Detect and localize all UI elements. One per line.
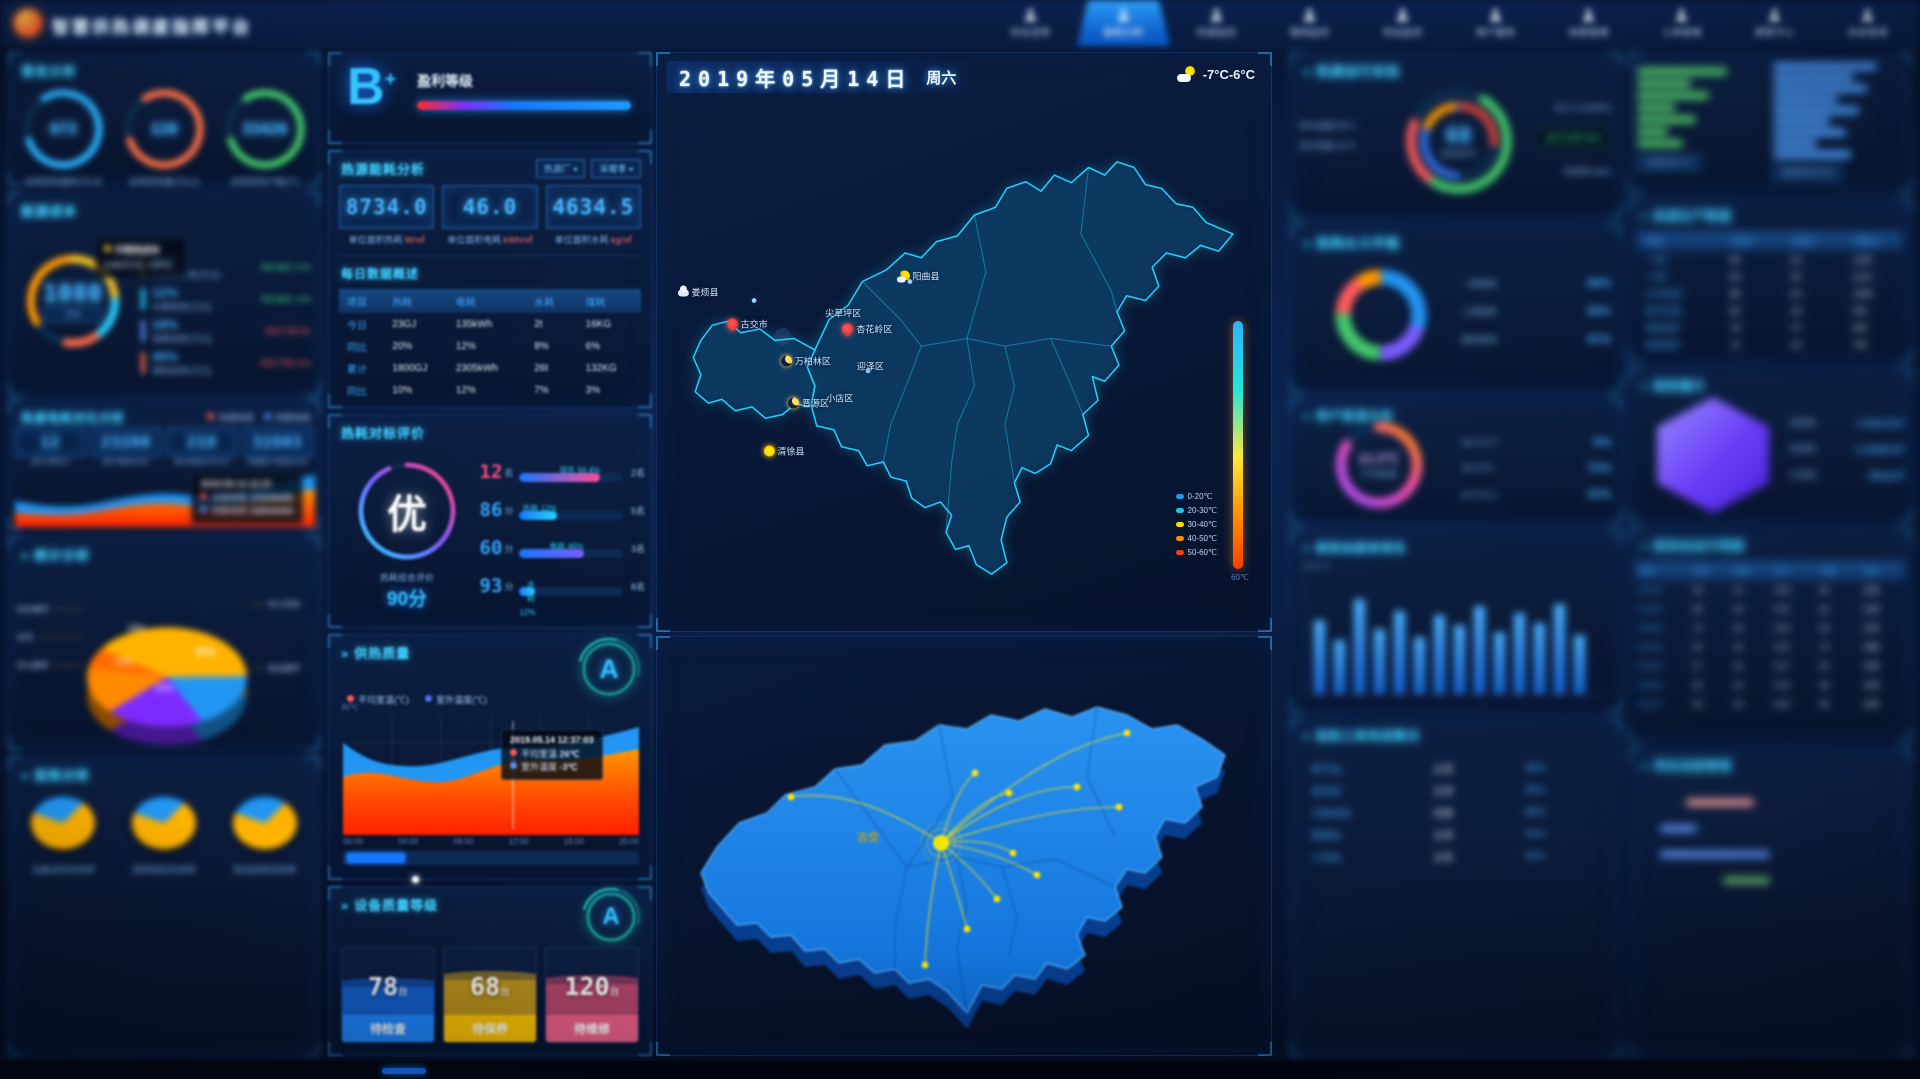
panel-source-table: » 热源生产数据 热源 供温℃ 回温℃ 流量t/h 一电厂 85 52 1260 二电厂 82 5… bbox=[1628, 198, 1912, 362]
bar bbox=[1637, 128, 1668, 135]
map-marker[interactable]: 尖草坪区 bbox=[825, 307, 861, 320]
gantt-bar[interactable] bbox=[1659, 824, 1697, 832]
weather-marker-icon bbox=[724, 315, 740, 332]
bar bbox=[1637, 116, 1696, 123]
district-label: 晋源区 bbox=[801, 398, 829, 409]
table-row: 嘉节热源 80 49 960 bbox=[1645, 305, 1868, 317]
panel-title: » 热源生产数据 bbox=[1641, 209, 1732, 223]
gantt-row bbox=[1639, 867, 1901, 893]
weather-marker-icon bbox=[763, 445, 775, 457]
gantt-bar[interactable] bbox=[1722, 876, 1770, 884]
table-row: HS-06 65 44 0.54 80 正常 bbox=[1639, 681, 1880, 690]
cube-row: 电单耗 2.1kWh/㎡ bbox=[1789, 443, 1903, 456]
map-marker[interactable]: 杏花岭区 bbox=[840, 321, 893, 337]
table-row: HS-04 64 43 0.52 78 告警 bbox=[1639, 643, 1880, 652]
bar-list-label: 热耗排名(GJ) bbox=[1637, 154, 1701, 171]
bar bbox=[1637, 92, 1709, 99]
bar bbox=[1773, 96, 1838, 103]
gantt-row bbox=[1639, 815, 1901, 841]
map-marker[interactable]: 万柏林区 bbox=[780, 354, 831, 367]
weather-marker-icon bbox=[677, 285, 689, 297]
table-header-cell: 站名 bbox=[1639, 566, 1655, 576]
map-marker[interactable]: 娄烦县 bbox=[677, 285, 718, 298]
district-label: 迎泽区 bbox=[856, 361, 884, 372]
cube-row: 水单耗 18kg/㎡ bbox=[1789, 469, 1903, 482]
table-row: HS-02 66 44 0.55 82 正常 bbox=[1639, 605, 1880, 614]
map-marker[interactable]: 迎泽区 bbox=[857, 360, 884, 373]
map-marker[interactable]: 古交市 bbox=[724, 315, 768, 332]
weather-marker-icon bbox=[780, 355, 792, 367]
map-marker[interactable]: 小店区 bbox=[826, 391, 853, 404]
weather-marker-icon bbox=[787, 397, 799, 409]
table-row: HS-01 68 45 0.58 86 正常 bbox=[1639, 586, 1880, 595]
table-row: 一电厂 85 52 1260 bbox=[1645, 254, 1873, 266]
table-row: 古交热源 88 54 1680 bbox=[1645, 288, 1873, 300]
bar bbox=[1637, 140, 1684, 147]
panel-energy-cube: » 能耗魔方 热单耗 0.35GJ/㎡ 电单耗 2.1kWh/㎡ 水单耗 bbox=[1628, 368, 1912, 522]
table-row: 城南锅炉 78 47 860 bbox=[1645, 322, 1868, 334]
bar bbox=[1773, 129, 1846, 136]
bar bbox=[1773, 85, 1867, 92]
bar bbox=[1637, 80, 1691, 87]
bar bbox=[1773, 63, 1877, 70]
table-row: HS-03 70 46 0.60 90 正常 bbox=[1639, 624, 1880, 633]
bar bbox=[1773, 74, 1854, 81]
panel-station-detail: » 换热站运行明细 站名 供温 回温 压力 流量 状态 HS-01 68 45 0.58 86 正常 … bbox=[1628, 528, 1912, 742]
table-row: 城西锅炉 76 46 780 bbox=[1645, 339, 1868, 351]
table-header-cell: 热源 bbox=[1645, 236, 1664, 247]
gantt-row bbox=[1639, 789, 1901, 815]
district-label: 万柏林区 bbox=[794, 356, 831, 367]
table-header-cell: 流量t/h bbox=[1852, 236, 1881, 247]
district-label: 阳曲县 bbox=[912, 271, 940, 282]
weather-marker-icon bbox=[840, 321, 856, 337]
bottom-strip bbox=[0, 1061, 1920, 1079]
table-header-cell: 供温 bbox=[1693, 566, 1709, 576]
bar bbox=[1773, 151, 1851, 158]
bar bbox=[1637, 68, 1727, 75]
table-header-cell: 压力 bbox=[1774, 566, 1790, 576]
bar bbox=[1773, 140, 1818, 147]
panel-project-progress: » 项目进度管理 bbox=[1628, 748, 1912, 1056]
gantt-bar[interactable] bbox=[1659, 850, 1770, 858]
map-marker[interactable]: 阳曲县 bbox=[896, 269, 940, 283]
cube-row: 热单耗 0.35GJ/㎡ bbox=[1789, 417, 1903, 430]
cube-rows: 热单耗 0.35GJ/㎡ 电单耗 2.1kWh/㎡ 水单耗 18kg/㎡ bbox=[1789, 409, 1903, 487]
district-label: 清徐县 bbox=[777, 446, 805, 457]
map-marker[interactable]: 清徐县 bbox=[763, 444, 804, 457]
panel-title: » 能耗魔方 bbox=[1641, 379, 1706, 393]
bar bbox=[1773, 118, 1831, 125]
table-header-cell: 流量 bbox=[1819, 566, 1836, 576]
weather-marker-icon bbox=[896, 270, 910, 283]
district-label: 娄烦县 bbox=[691, 287, 719, 298]
blue-bar-list: 电耗排名(kWh) bbox=[1773, 59, 1903, 181]
gantt-bars bbox=[1639, 789, 1901, 893]
table-header-cell: 供温℃ bbox=[1730, 236, 1758, 247]
gantt-row bbox=[1639, 841, 1901, 867]
district-label: 杏花岭区 bbox=[856, 324, 893, 335]
table-header-cell: 状态 bbox=[1863, 566, 1880, 576]
bar bbox=[1637, 104, 1676, 111]
district-label: 尖草坪区 bbox=[825, 308, 862, 319]
district-label: 小店区 bbox=[826, 393, 854, 404]
bar-list-label: 电耗排名(kWh) bbox=[1773, 164, 1843, 181]
district-label: 古交市 bbox=[740, 319, 768, 330]
panel-title: » 项目进度管理 bbox=[1641, 759, 1732, 773]
table-row: HS-07 69 46 0.59 88 正常 bbox=[1639, 700, 1880, 709]
green-bar-list: 热耗排名(GJ) bbox=[1637, 63, 1765, 171]
panel-rank-bars: 热耗排名(GJ) 电耗排名(kWh) bbox=[1628, 52, 1912, 192]
gantt-bar[interactable] bbox=[1686, 798, 1755, 806]
taskbar-indicator bbox=[382, 1068, 426, 1074]
panel-title: » 换热站运行明细 bbox=[1641, 539, 1745, 553]
hexagon-icon bbox=[1657, 397, 1769, 513]
map-marker[interactable]: 晋源区 bbox=[787, 397, 829, 410]
table-header-cell: 回温℃ bbox=[1791, 236, 1819, 247]
bar bbox=[1773, 107, 1859, 114]
table-row: HS-05 67 45 0.57 84 正常 bbox=[1639, 662, 1880, 671]
table-row: 二电厂 82 50 1120 bbox=[1645, 271, 1872, 283]
table-header-cell: 回温 bbox=[1733, 566, 1750, 576]
